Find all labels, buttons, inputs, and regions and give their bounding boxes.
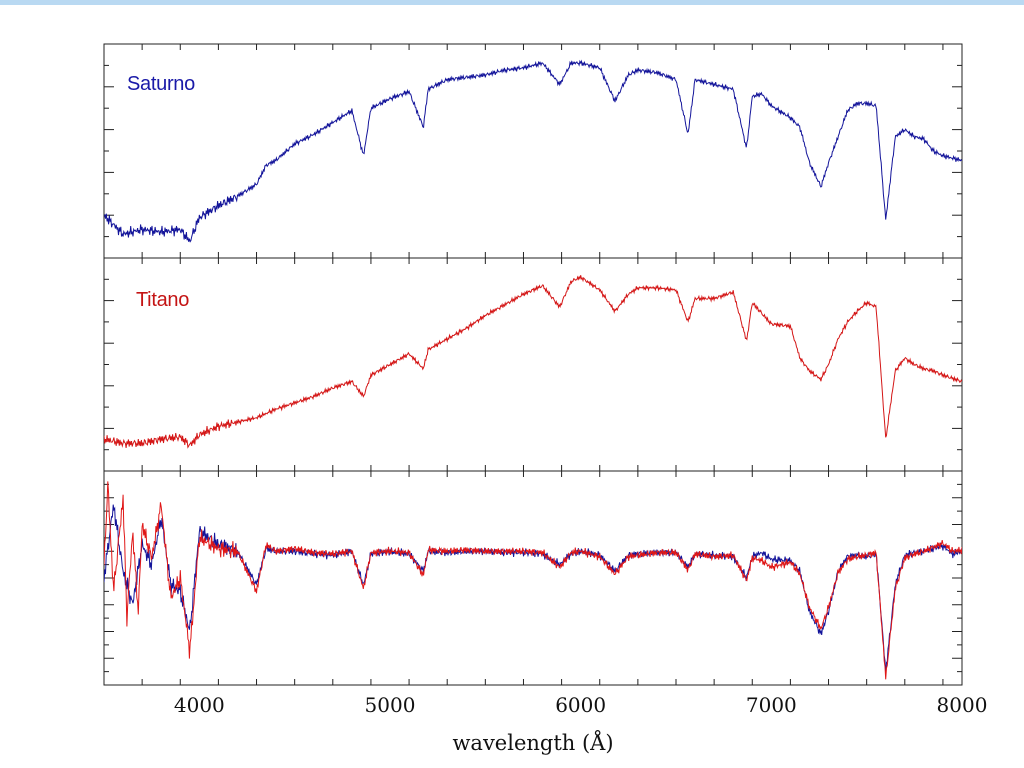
x-tick-label: 8000 xyxy=(937,693,988,717)
panel-frame xyxy=(103,257,963,472)
series-line-saturno-ratio xyxy=(104,504,962,674)
panel-3 xyxy=(103,470,963,686)
panel-label-titano: Titano xyxy=(136,289,189,311)
panels-group: Saturno Titano xyxy=(103,43,963,686)
panel-frame xyxy=(103,470,963,686)
x-tick-label: 4000 xyxy=(174,693,225,717)
panel-label-saturno: Saturno xyxy=(127,73,195,95)
series-line-titano xyxy=(104,275,962,449)
panel-2: Titano xyxy=(103,257,963,472)
x-tick-label: 7000 xyxy=(746,693,797,717)
x-tick-labels: 4000 5000 6000 7000 8000 xyxy=(174,693,988,717)
x-tick-label: 6000 xyxy=(555,693,606,717)
x-axis-title: wavelength (Å) xyxy=(452,730,613,755)
series-line-saturno xyxy=(104,59,962,243)
x-tick-label: 5000 xyxy=(365,693,416,717)
panel-1: Saturno xyxy=(103,43,963,259)
series-line-titano-ratio xyxy=(104,481,962,680)
top-accent-bar xyxy=(0,0,1024,5)
